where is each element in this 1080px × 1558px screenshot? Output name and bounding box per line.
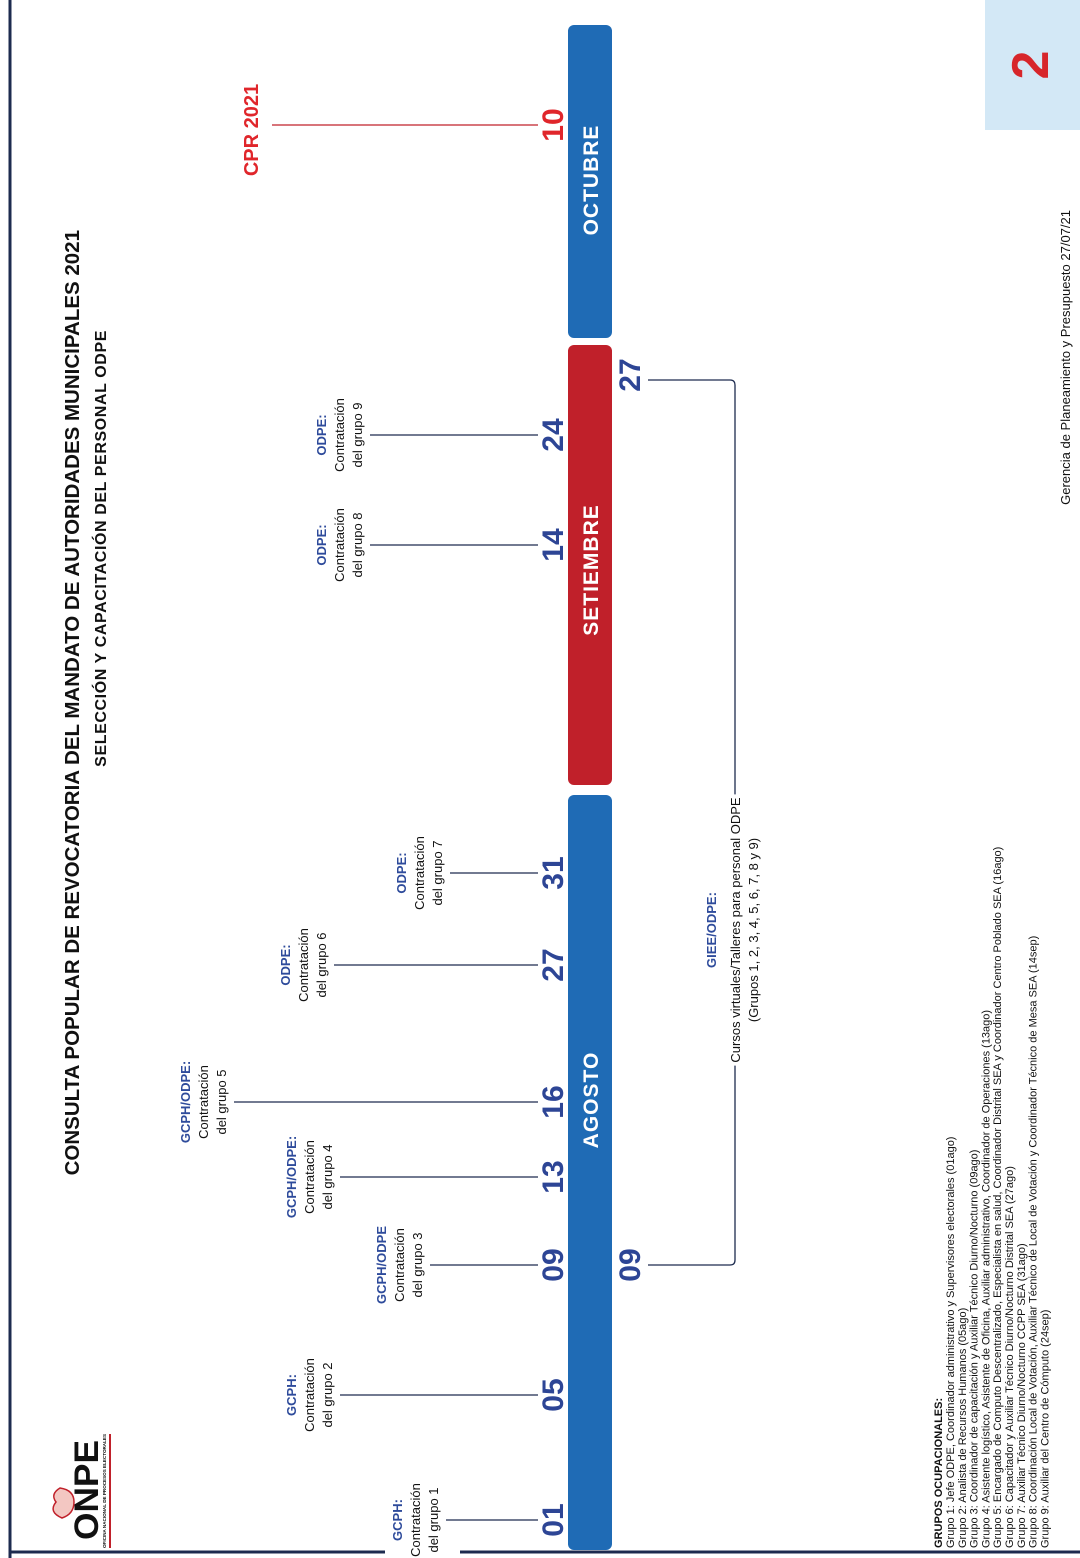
event-text: del grupo 7 xyxy=(430,840,445,905)
event-text: del grupo 9 xyxy=(350,402,365,467)
event-text: Contratación xyxy=(408,1483,423,1557)
logo-tagline: OFICINA NACIONAL DE PROCESOS ELECTORALES xyxy=(102,1434,107,1548)
month-bar xyxy=(568,345,612,785)
date-label: 09 xyxy=(537,1248,570,1281)
footer-note: Gerencia de Planeamiento y Presupuesto 2… xyxy=(1058,210,1073,505)
course-start: 09 xyxy=(614,1248,647,1281)
month-label: OCTUBRE xyxy=(580,125,603,236)
date-label: 16 xyxy=(537,1085,570,1118)
logo: ONPE xyxy=(68,1440,106,1540)
footer-group: Grupo 1: Jefe ODPE, Coordinador administ… xyxy=(945,1137,957,1548)
event-text: del grupo 5 xyxy=(214,1069,229,1134)
month-label: SETIEMBRE xyxy=(580,504,603,636)
footer-heading: GRUPOS OCUPACIONALES: xyxy=(933,1398,945,1548)
event-text: del grupo 2 xyxy=(320,1362,335,1427)
milestone: CPR 2021 xyxy=(241,84,263,176)
footer-group: Grupo 2: Analista de Recursos Humanos (0… xyxy=(957,1308,969,1548)
event-text: Contratación xyxy=(392,1228,407,1302)
event-text: del grupo 1 xyxy=(426,1487,441,1552)
subtitle: SELECCIÓN Y CAPACITACIÓN DEL PERSONAL OD… xyxy=(91,330,110,767)
event-org: GCPH/ODPE: xyxy=(178,1061,193,1143)
event-text: Contratación xyxy=(196,1065,211,1139)
footer-group: Grupo 8: Coordinación Local de Votación,… xyxy=(1028,936,1040,1548)
month-bar xyxy=(568,795,612,1550)
event-text: Contratación xyxy=(332,398,347,472)
event-org: ODPE: xyxy=(394,852,409,893)
event-text: del grupo 8 xyxy=(350,512,365,577)
course-org: GIEE/ODPE: xyxy=(704,892,719,968)
event-org: GCPH/ODPE: xyxy=(284,1136,299,1218)
event-text: Contratación xyxy=(302,1140,317,1214)
event-org: GCPH: xyxy=(284,1374,299,1416)
event-org: ODPE: xyxy=(314,524,329,565)
month-label: AGOSTO xyxy=(580,1052,603,1149)
course-groups: (Grupos 1, 2, 3, 4, 5, 6, 7, 8 y 9) xyxy=(746,838,761,1022)
date-label: 05 xyxy=(537,1378,570,1411)
date-label: 10 xyxy=(537,108,570,141)
date-label: 31 xyxy=(537,856,570,889)
footer-group: Grupo 7: Auxiliar Técnico Diurno/Nocturn… xyxy=(1016,1243,1028,1548)
date-label: 14 xyxy=(537,528,570,562)
event-org: ODPE: xyxy=(314,414,329,455)
event-text: del grupo 6 xyxy=(314,932,329,997)
event-org: GCPH: xyxy=(390,1499,405,1541)
footer-group: Grupo 5: Encargado de Computo Descentral… xyxy=(992,847,1004,1548)
date-label: 01 xyxy=(537,1503,570,1536)
badge: 2 xyxy=(1002,51,1060,80)
event-text: Contratación xyxy=(332,508,347,582)
event-text: Contratación xyxy=(302,1358,317,1432)
event-org: GCPH/ODPE xyxy=(374,1226,389,1304)
logo-hand xyxy=(52,1487,75,1519)
event-text: Contratación xyxy=(296,928,311,1002)
month-bar xyxy=(568,25,612,338)
footer-group: Grupo 6: Capacitador y Auxiliar Técnico … xyxy=(1004,1166,1016,1548)
footer-group: Grupo 3: Coordinador de capacitación y A… xyxy=(969,1150,981,1548)
footer-group: Grupo 9: Auxiliar del Centro de Cómputo … xyxy=(1039,1310,1051,1548)
event-text: del grupo 4 xyxy=(320,1144,335,1209)
bracket xyxy=(648,379,736,1266)
date-label: 27 xyxy=(537,948,570,981)
course-text: Cursos virtuales/Talleres para personal … xyxy=(728,797,743,1062)
event-text: Contratación xyxy=(412,836,427,910)
date-label: 24 xyxy=(537,418,570,452)
title: CONSULTA POPULAR DE REVOCATORIA DEL MAND… xyxy=(61,230,84,1175)
date-label: 13 xyxy=(537,1160,570,1193)
course-end: 27 xyxy=(614,358,647,391)
badge-box xyxy=(985,0,1080,130)
event-text: del grupo 3 xyxy=(410,1232,425,1297)
footer-group: Grupo 4: Asistente logístico, Asistente … xyxy=(980,1010,992,1548)
event-org: ODPE: xyxy=(278,944,293,985)
